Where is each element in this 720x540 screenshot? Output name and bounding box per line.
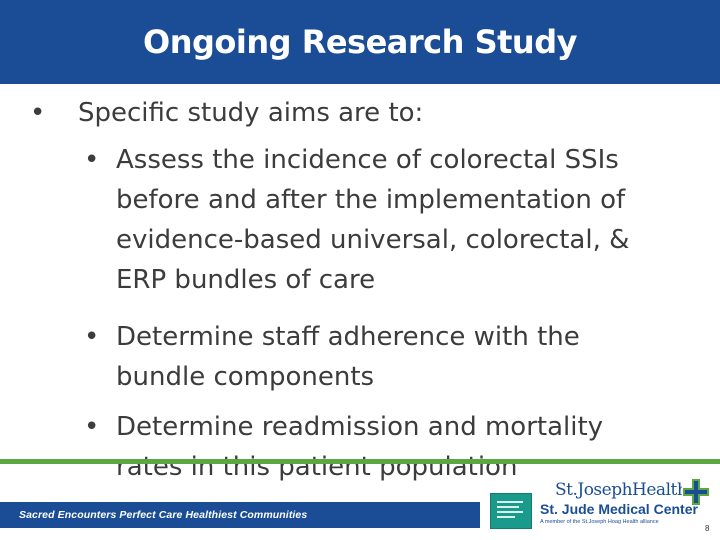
logo-member-text: A member of the St.Joseph Hoag Health al…: [540, 519, 659, 525]
slide-title: Ongoing Research Study: [143, 23, 577, 61]
medical-cross-icon: [682, 478, 710, 506]
sub-bullet-text: Determine readmission and mortality rate…: [116, 412, 604, 482]
page-number: 8: [705, 524, 710, 533]
footer-divider: [0, 459, 720, 464]
footer-tagline: Sacred Encounters Perfect Care Healthies…: [19, 509, 308, 521]
footer-bar: Sacred Encounters Perfect Care Healthies…: [0, 502, 480, 528]
sub-bullet-text: Assess the incidence of colorectal SSIs …: [116, 145, 630, 295]
logo-name: St.JosephHealth: [555, 480, 688, 500]
bullet-dot: •: [84, 145, 100, 175]
title-bar: Ongoing Research Study: [0, 0, 720, 84]
award-badge-icon: [490, 493, 532, 529]
main-bullet-text: Specific study aims are to:: [78, 98, 424, 128]
bullet-dot: •: [84, 322, 100, 352]
logo-center-name: St. Jude Medical Center: [540, 501, 698, 517]
bullet-dot: •: [30, 98, 46, 128]
bullet-dot: •: [84, 412, 100, 442]
sub-bullet-text: Determine staff adherence with the bundl…: [116, 322, 580, 392]
